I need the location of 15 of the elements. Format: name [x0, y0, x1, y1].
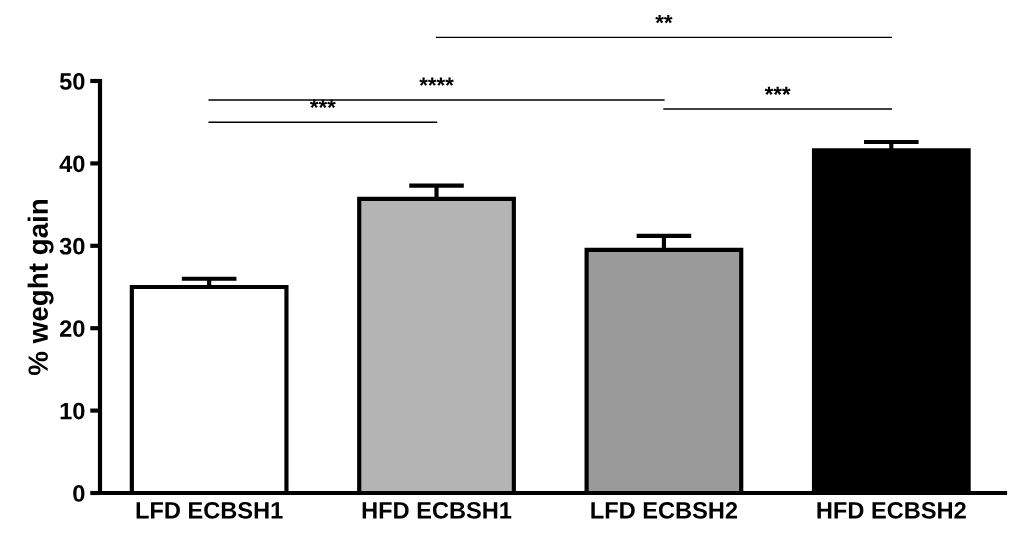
x-tick-label: LFD ECBSH1 [136, 501, 283, 519]
y-tick-label: 40 [59, 155, 85, 173]
y-tick-label: 20 [59, 320, 85, 337]
y-tick-label: 10 [60, 402, 85, 420]
x-tick-label: LFD ECBSH2 [591, 501, 738, 519]
annotation: *** [309, 99, 336, 109]
y-tick-label: 0 [73, 485, 85, 502]
x-tick-label: HFD ECBSH1 [362, 501, 512, 519]
y-axis-title: % weght gain [27, 199, 54, 376]
annotation: *** [764, 86, 791, 95]
text: ** [655, 14, 673, 24]
annotation: **** [419, 77, 454, 86]
y-tick-label: 50 [59, 73, 85, 90]
y-tick-label: 30 [59, 237, 85, 255]
x-tick-label: HFD ECBSH2 [817, 501, 966, 519]
